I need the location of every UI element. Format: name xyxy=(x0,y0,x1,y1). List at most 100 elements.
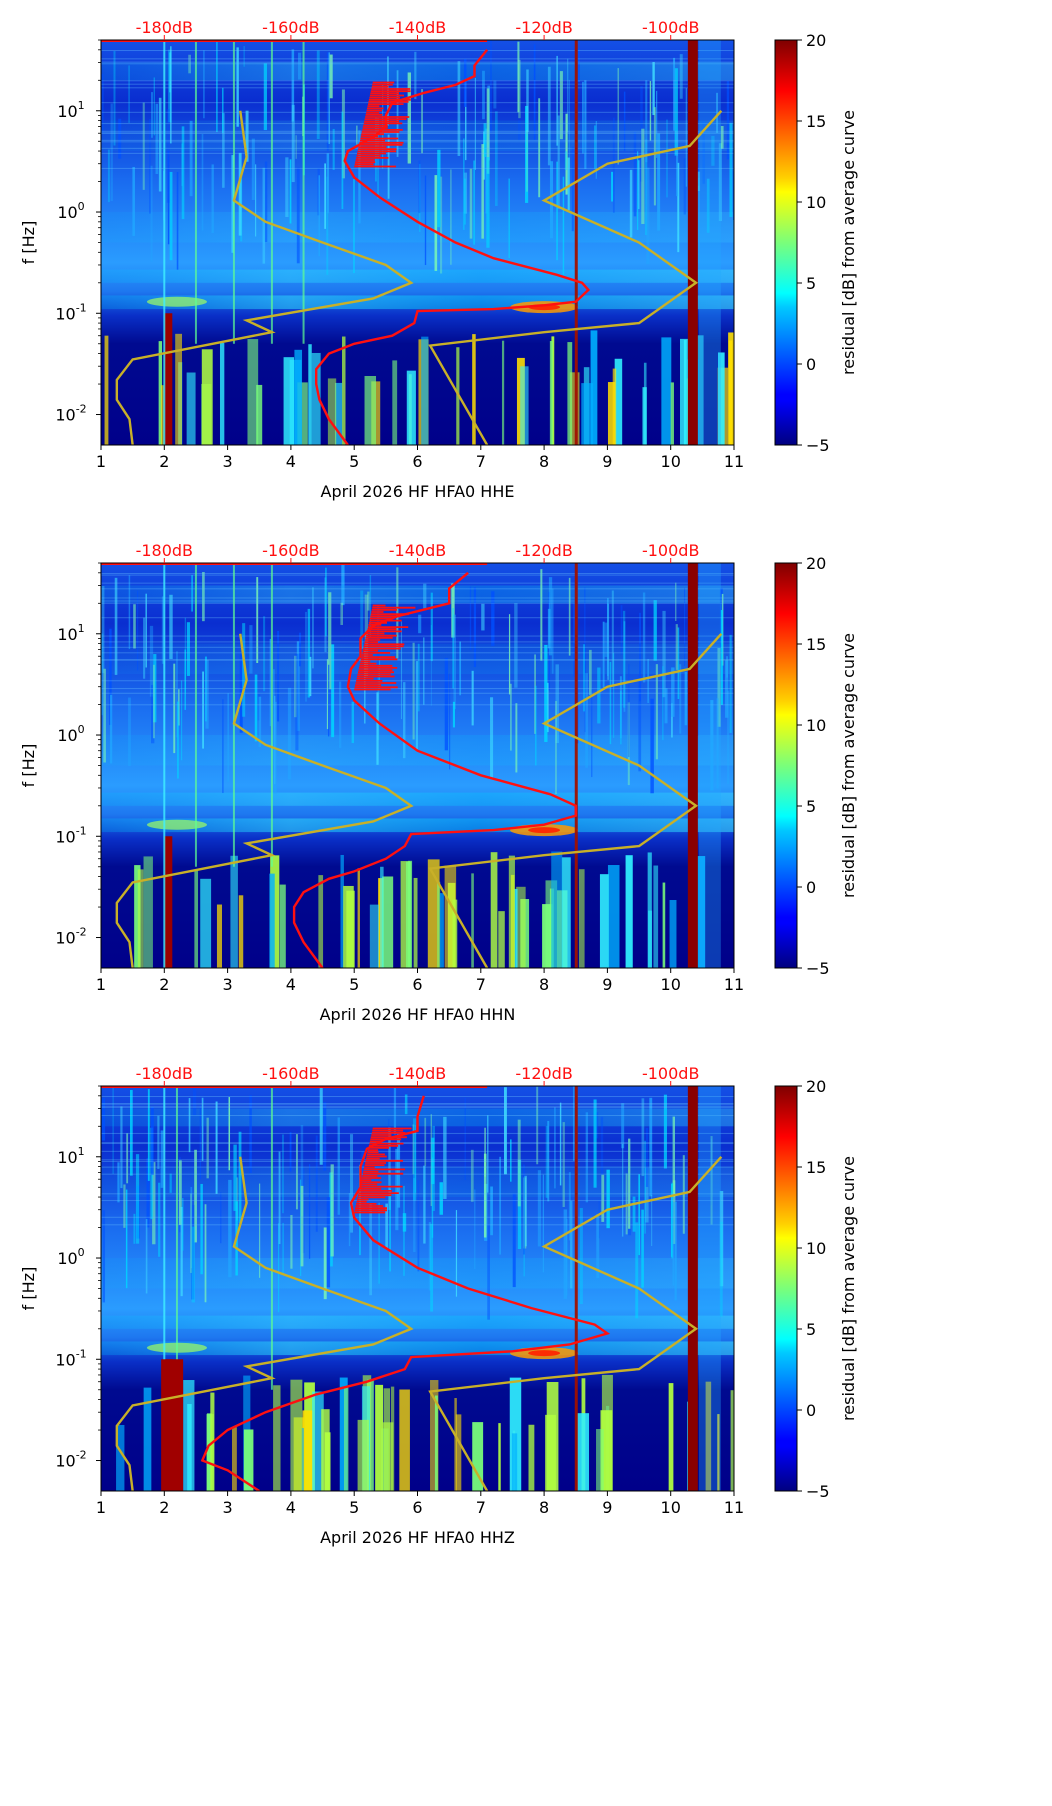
x-tick-label: 10 xyxy=(661,975,681,994)
event-streak xyxy=(490,852,498,968)
noise-streak xyxy=(533,44,536,140)
noise-streak xyxy=(653,107,656,206)
event-streak xyxy=(104,335,109,445)
noise-streak xyxy=(487,1115,489,1193)
top-db-label: -140dB xyxy=(389,18,446,37)
colorbar-tick-label: −5 xyxy=(806,1482,830,1501)
noise-streak xyxy=(149,119,151,214)
noise-streak xyxy=(490,40,492,133)
noise-streak xyxy=(645,1167,649,1223)
noise-streak xyxy=(126,1133,129,1184)
x-tick-label: 9 xyxy=(602,452,612,471)
event-streak xyxy=(343,885,354,968)
noise-streak xyxy=(710,1136,713,1225)
x-tick-label: 3 xyxy=(223,452,233,471)
noise-streak xyxy=(671,703,673,738)
gap-column xyxy=(687,40,698,445)
noise-streak xyxy=(483,1153,487,1238)
noise-streak xyxy=(168,49,172,123)
noise-streak xyxy=(325,567,327,637)
noise-streak xyxy=(622,610,626,708)
line-noise xyxy=(101,167,734,169)
line-noise xyxy=(101,80,734,82)
noise-streak xyxy=(128,697,131,767)
microseism-hotspot xyxy=(146,819,207,830)
noise-streak xyxy=(469,168,473,239)
noise-streak xyxy=(184,649,186,710)
noise-streak xyxy=(729,634,732,733)
event-streak xyxy=(406,370,416,445)
noise-streak xyxy=(525,105,529,203)
noise-streak xyxy=(324,163,327,229)
noise-streak xyxy=(601,1174,605,1222)
noise-streak xyxy=(282,1222,284,1274)
event-streak xyxy=(607,382,616,445)
top-db-label: -140dB xyxy=(389,1064,446,1083)
noise-streak xyxy=(326,176,329,275)
noise-streak xyxy=(621,1103,625,1149)
line-noise xyxy=(101,63,734,65)
x-tick-label: 7 xyxy=(476,1498,486,1517)
noise-streak xyxy=(430,1223,434,1312)
noise-streak xyxy=(308,1164,311,1259)
colorbar-tick-label: 0 xyxy=(806,1401,816,1420)
noise-streak xyxy=(400,621,403,720)
noise-streak xyxy=(328,592,332,690)
noise-streak xyxy=(287,687,292,780)
noise-streak xyxy=(142,102,145,190)
noise-streak xyxy=(559,1102,562,1186)
noise-streak xyxy=(233,1144,237,1211)
noise-streak xyxy=(133,1213,136,1244)
event-streak xyxy=(273,1385,281,1491)
noise-streak xyxy=(682,1155,685,1234)
event-streak xyxy=(669,900,677,968)
noise-streak xyxy=(632,1196,636,1232)
noise-streak xyxy=(620,605,623,655)
noise-streak xyxy=(494,111,498,206)
x-tick-label: 6 xyxy=(412,452,422,471)
noise-streak xyxy=(239,653,243,733)
model-curve xyxy=(428,109,723,445)
event-streak xyxy=(596,1429,604,1491)
noise-streak xyxy=(177,701,179,779)
event-streak xyxy=(561,857,571,968)
line-noise xyxy=(101,646,734,648)
noise-streak xyxy=(483,123,487,157)
noise-streak xyxy=(417,1180,420,1272)
noise-streak xyxy=(412,642,415,740)
event-streak xyxy=(421,336,429,445)
event-streak xyxy=(430,1380,439,1491)
noise-streak xyxy=(307,608,311,698)
gap-column xyxy=(687,1086,698,1491)
spectrogram-area xyxy=(101,1086,734,1491)
event-streak xyxy=(670,382,674,445)
noise-streak xyxy=(145,593,147,668)
noise-streak xyxy=(112,1086,114,1175)
event-streak xyxy=(577,1413,590,1491)
line-noise xyxy=(101,87,734,89)
noise-streak xyxy=(490,1186,493,1236)
noise-streak xyxy=(493,80,497,109)
line-noise xyxy=(101,1103,734,1105)
noise-streak xyxy=(565,113,568,195)
noise-streak xyxy=(200,1183,203,1275)
x-axis-label: April 2026 HF HFA0 HHZ xyxy=(320,1528,515,1547)
noise-streak xyxy=(649,81,652,141)
line-noise xyxy=(101,692,734,694)
colorbar xyxy=(774,562,798,969)
noise-streak xyxy=(674,1201,677,1301)
event-streak xyxy=(290,1379,303,1491)
event-streak xyxy=(434,1395,438,1491)
colorbar-label: residual [dB] from average curve xyxy=(839,110,858,375)
noise-streak xyxy=(102,1210,106,1303)
noise-streak xyxy=(419,164,421,232)
noise-streak xyxy=(201,133,204,231)
noise-streak xyxy=(463,58,467,107)
noise-streak xyxy=(414,51,417,100)
noise-streak xyxy=(440,176,443,274)
transient-line xyxy=(232,40,235,344)
event-streak xyxy=(549,341,553,445)
noise-streak xyxy=(178,1160,182,1226)
event-streak xyxy=(647,852,652,968)
noise-streak xyxy=(449,673,451,770)
